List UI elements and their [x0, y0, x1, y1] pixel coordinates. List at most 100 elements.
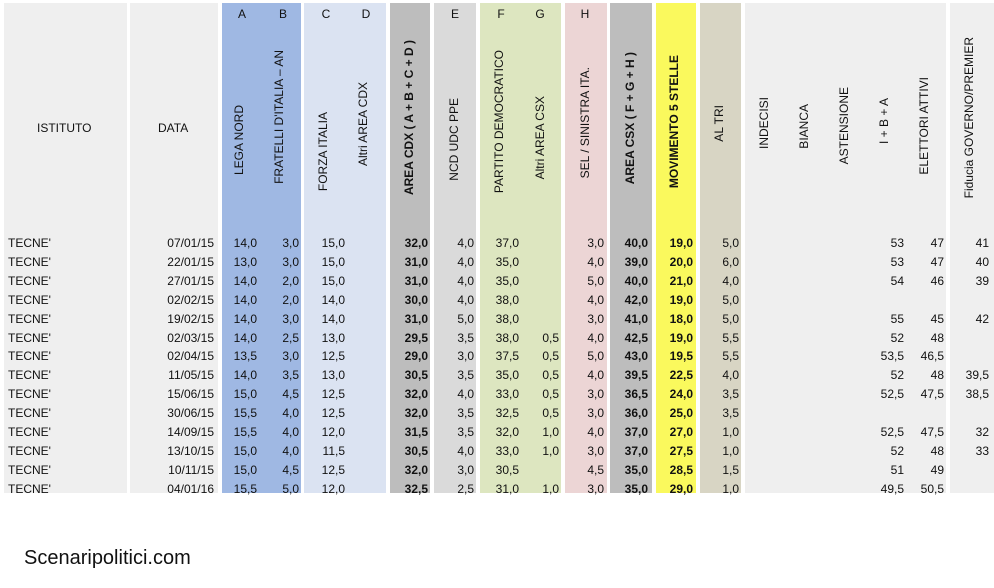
- cell-data: 11/05/15: [168, 368, 214, 383]
- letter-b: B: [278, 7, 287, 21]
- cell-ncd: 4,0: [457, 292, 474, 307]
- cell-fdi: 3,5: [282, 368, 299, 383]
- cell-fi: 12,5: [321, 462, 345, 477]
- cell-area-csx: 37,0: [624, 425, 648, 439]
- cell-lega: 15,0: [233, 443, 257, 458]
- cell-sel: 3,0: [587, 236, 604, 250]
- cell-iba: 54: [890, 273, 904, 288]
- cell-area-csx: 41,0: [624, 311, 648, 326]
- cell-elettori: 46,5: [920, 349, 944, 364]
- cell-istituto: TECNE': [8, 273, 51, 288]
- cell-lega: 14,0: [233, 311, 257, 326]
- letter-e: E: [450, 7, 459, 21]
- cell-m5s: 22,5: [669, 368, 693, 383]
- cell-data: 07/01/15: [167, 236, 214, 250]
- cell-ncd: 4,0: [457, 254, 474, 269]
- cell-area-csx: 42,5: [624, 330, 648, 345]
- cell-lega: 13,0: [233, 254, 257, 269]
- header-fratelli-italia: FRATELLI D'ITALIA – AN: [272, 50, 286, 184]
- cell-lega: 14,0: [233, 368, 257, 383]
- header-altri-csx: Altri AREA CSX: [533, 96, 547, 180]
- cell-istituto: TECNE': [8, 368, 51, 383]
- bg-sel: [565, 3, 607, 493]
- cell-istituto: TECNE': [8, 349, 51, 364]
- cell-fi: 15,0: [321, 236, 345, 250]
- cell-area-cdx: 30,5: [404, 368, 428, 383]
- bg-istituto: [4, 3, 127, 493]
- cell-sel: 5,0: [587, 349, 604, 364]
- cell-elettori: 46: [930, 273, 944, 288]
- header-lega-nord: LEGA NORD: [232, 105, 246, 176]
- cell-area-cdx: 32,0: [404, 236, 428, 250]
- cell-fiducia: 40: [975, 254, 989, 269]
- cell-sel: 3,0: [587, 387, 604, 402]
- cell-area-cdx: 30,0: [404, 292, 428, 307]
- cell-pd: 33,0: [495, 387, 519, 402]
- cell-iba: 52,5: [880, 387, 904, 402]
- cell-fi: 11,5: [322, 443, 345, 458]
- header-area-csx: AREA CSX ( F + G + H ): [623, 52, 637, 185]
- table-row: TECNE' 19/02/15 14,0 3,0 14,0 31,0 5,0 38,0 3,0 4…: [0, 310, 994, 329]
- cell-data: 27/01/15: [167, 273, 214, 288]
- cell-altri: 5,5: [722, 349, 739, 364]
- cell-iba: 52: [890, 330, 904, 345]
- cell-sel: 4,0: [587, 292, 604, 307]
- cell-ncd: 4,0: [457, 443, 474, 458]
- cell-fdi: 2,0: [282, 292, 299, 307]
- cell-istituto: TECNE': [8, 236, 51, 250]
- cell-fiducia: 42: [975, 311, 989, 326]
- header-iba: I + B + A: [877, 98, 891, 145]
- cell-fiducia: 41: [975, 236, 989, 250]
- cell-altri-csx: 0,5: [542, 387, 559, 402]
- cell-sel: 3,0: [587, 443, 604, 458]
- cell-ncd: 3,0: [457, 462, 474, 477]
- cell-area-csx: 43,0: [624, 349, 648, 364]
- header-astensione: ASTENSIONE: [837, 87, 851, 165]
- table-row: TECNE' 30/06/15 15,5 4,0 12,5 32,0 3,5 32,5 0,5 3…: [0, 404, 994, 423]
- cell-ncd: 4,0: [457, 273, 474, 288]
- cell-sel: 5,0: [587, 273, 604, 288]
- cell-pd: 32,0: [495, 425, 519, 439]
- cell-iba: 52: [890, 443, 904, 458]
- cell-data: 14/09/15: [167, 425, 214, 439]
- cell-ncd: 3,5: [457, 406, 474, 421]
- cell-iba: 49,5: [880, 481, 904, 496]
- cell-area-cdx: 31,0: [404, 254, 428, 269]
- cell-altri: 5,0: [722, 311, 739, 326]
- cell-altri-csx: 1,0: [542, 481, 559, 496]
- cell-fdi: 3,0: [282, 349, 299, 364]
- cell-elettori: 50,5: [920, 481, 944, 496]
- cell-area-csx: 36,0: [624, 406, 648, 421]
- cell-area-csx: 39,5: [624, 368, 648, 383]
- letter-h: H: [580, 7, 590, 21]
- bg-ncd: [434, 3, 476, 493]
- cell-sel: 3,0: [587, 481, 604, 496]
- cell-m5s: 25,0: [669, 406, 693, 421]
- cell-fdi: 2,0: [282, 273, 299, 288]
- cell-area-csx: 35,0: [624, 481, 648, 496]
- cell-ncd: 3,5: [457, 330, 474, 345]
- cell-elettori: 48: [930, 443, 944, 458]
- cell-fiducia: 32: [975, 425, 989, 439]
- cell-m5s: 27,0: [669, 425, 693, 439]
- letter-g: G: [535, 7, 545, 21]
- cell-iba: 55: [890, 311, 904, 326]
- cell-area-csx: 39,0: [624, 254, 648, 269]
- header-pd: PARTITO DEMOCRATICO: [492, 50, 506, 194]
- cell-altri: 1,5: [722, 462, 739, 477]
- cell-m5s: 29,0: [669, 481, 693, 496]
- cell-iba: 53: [890, 254, 904, 269]
- table-row: TECNE' 11/05/15 14,0 3,5 13,0 30,5 3,5 35,0 0,5 4…: [0, 366, 994, 385]
- cell-lega: 15,5: [233, 406, 257, 421]
- cell-pd: 38,0: [495, 292, 519, 307]
- cell-fdi: 4,0: [282, 406, 299, 421]
- header-indecisi: INDECISI: [757, 97, 771, 150]
- cell-data: 22/01/15: [167, 254, 214, 269]
- cell-altri: 1,0: [722, 425, 739, 439]
- cell-istituto: TECNE': [8, 481, 51, 496]
- cell-fdi: 4,5: [282, 462, 299, 477]
- cell-fi: 12,5: [321, 406, 345, 421]
- cell-fiducia: 33: [975, 443, 989, 458]
- cell-area-cdx: 29,0: [404, 349, 428, 364]
- header-altri: AL TRI: [712, 105, 726, 142]
